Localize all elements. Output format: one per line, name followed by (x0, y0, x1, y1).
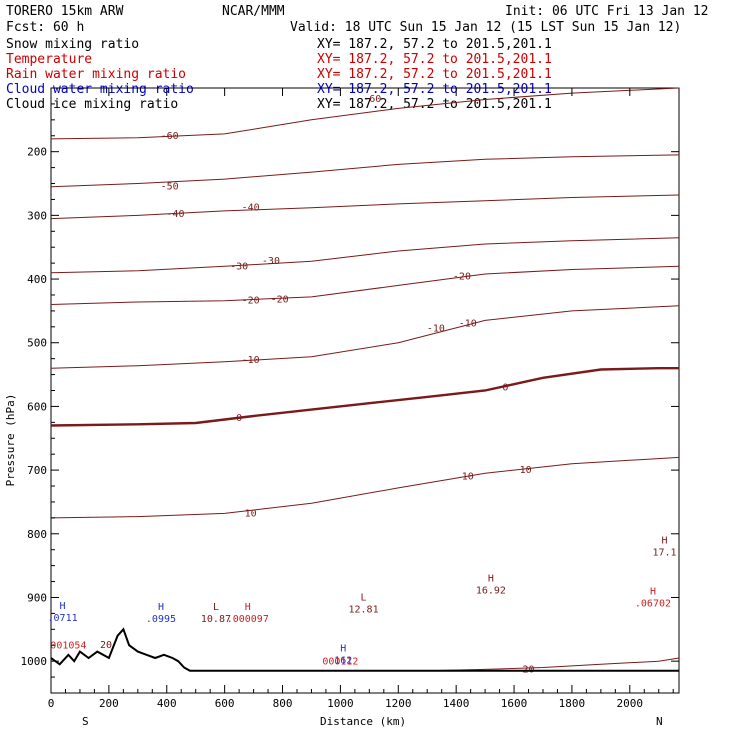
terrain-line (50, 627, 679, 672)
extremum-value: .0711 (48, 613, 78, 624)
x-axis-right-end: N (656, 715, 663, 728)
x-tick-label: 400 (157, 697, 177, 710)
legend-xy-temperature: XY= 187.2, 57.2 to 201.5,201.1 (317, 52, 552, 67)
x-tick-label: 1800 (559, 697, 586, 710)
contour-label: -60 (363, 94, 381, 105)
extremum-symbol: H (650, 586, 656, 597)
contour-label: -50 (161, 182, 179, 193)
y-tick-label: 900 (27, 591, 47, 604)
y-tick-label: 600 (27, 400, 47, 413)
x-tick-label: 1000 (327, 697, 354, 710)
model-title: TORERO 15km ARW (6, 4, 124, 19)
x-axis-title: Distance (km) (320, 715, 406, 728)
contour-line (50, 154, 680, 188)
extremum-value: 162 (334, 656, 352, 667)
contour-line (50, 305, 680, 369)
legend-label-temperature: Temperature (6, 52, 92, 67)
x-tick-label: 1400 (443, 697, 470, 710)
init-time: Init: 06 UTC Fri 13 Jan 12 (505, 4, 709, 19)
extremum-value: .0995 (146, 614, 176, 625)
contour-label: -20 (271, 294, 289, 305)
extremum-value: .000097 (227, 614, 269, 625)
axes: 0 200 400 600 800 1000 1200 1400 1600 1800 2000200… (21, 88, 679, 710)
valid-time: Valid: 18 UTC Sun 15 Jan 12 (15 LST Sun … (290, 20, 681, 35)
x-tick-label: 1600 (501, 697, 528, 710)
contour-label: -30 (230, 261, 248, 272)
contour-label: -10 (242, 355, 260, 366)
center-title: NCAR/MMM (222, 4, 285, 19)
temperature-contours: -60 -60 -50 -40 -40 -30 -30 -20 -20 -20 -10 -10 -10 0… (50, 87, 680, 675)
contour-line (50, 237, 680, 274)
contour-label: 10 (462, 471, 474, 482)
extremum-symbol: H (662, 535, 668, 546)
x-axis-left-end: S (82, 715, 89, 728)
forecast-hour: Fcst: 60 h (6, 20, 84, 35)
extremum-symbol: H (158, 602, 164, 613)
legend-label-rain: Rain water mixing ratio (6, 67, 186, 82)
y-tick-label: 400 (27, 273, 47, 286)
contour-line (50, 194, 680, 220)
contour-label: 0 (502, 382, 508, 393)
extrema-markers: H16.92H17.1L10.87L12.81H.000097H.0995H16… (48, 535, 677, 667)
extremum-value: .06702 (635, 598, 671, 609)
extremum-value: 16.92 (476, 586, 506, 597)
legend-label-snow: Snow mixing ratio (6, 37, 139, 52)
contour-line (50, 367, 679, 427)
contour-line (427, 657, 680, 672)
contour-label: 20 (100, 640, 112, 651)
legend-xy-snow: XY= 187.2, 57.2 to 201.5,201.1 (317, 37, 552, 52)
extremum-symbol: H (245, 602, 251, 613)
x-tick-label: 0 (48, 697, 55, 710)
contour-label: -10 (459, 319, 477, 330)
legend-label-cloud-ice: Cloud ice mixing ratio (6, 97, 178, 112)
x-tick-label: 1200 (385, 697, 412, 710)
extremum-symbol: H (488, 574, 494, 585)
y-tick-label: 800 (27, 528, 47, 541)
contour-label: -60 (161, 131, 179, 142)
terrain-layer (50, 627, 679, 672)
contour-label: 10 (245, 508, 257, 519)
y-tick-label: 700 (27, 464, 47, 477)
x-tick-label: 200 (99, 697, 119, 710)
extremum-symbol: H (60, 601, 66, 612)
y-tick-label: 1000 (21, 655, 48, 668)
contour-line (50, 265, 680, 305)
legend-xy-rain: XY= 187.2, 57.2 to 201.5,201.1 (317, 67, 552, 82)
extremum-symbol: H (340, 644, 346, 655)
field-label: 001054 (50, 640, 86, 651)
contour-label: -20 (453, 272, 471, 283)
contour-line (50, 87, 680, 140)
contour-label: -20 (242, 296, 260, 307)
y-tick-label: 200 (27, 146, 47, 159)
legend-label-cloud-water: Cloud water mixing ratio (6, 82, 194, 97)
contour-label: 10 (520, 465, 532, 476)
x-tick-label: 600 (215, 697, 235, 710)
contour-label: -40 (242, 203, 260, 214)
y-tick-label: 500 (27, 337, 47, 350)
contour-label: -30 (262, 256, 280, 267)
extremum-symbol: L (213, 602, 219, 613)
contour-line (50, 456, 680, 519)
extremum-value: 10.87 (201, 614, 231, 625)
y-axis-title: Pressure (hPa) (4, 394, 17, 487)
field-label: 000112 (322, 656, 358, 667)
x-tick-label: 800 (273, 697, 293, 710)
x-tick-label: 2000 (617, 697, 644, 710)
extremum-symbol: L (361, 593, 367, 604)
y-tick-label: 300 (27, 209, 47, 222)
contour-label: -40 (166, 209, 184, 220)
legend-xy-cloud-water: XY= 187.2, 57.2 to 201.5,201.1 (317, 82, 552, 97)
extremum-value: 12.81 (348, 605, 378, 616)
contour-label: 0 (236, 413, 242, 424)
extremum-value: 17.1 (652, 547, 676, 558)
contour-label: -10 (427, 324, 445, 335)
